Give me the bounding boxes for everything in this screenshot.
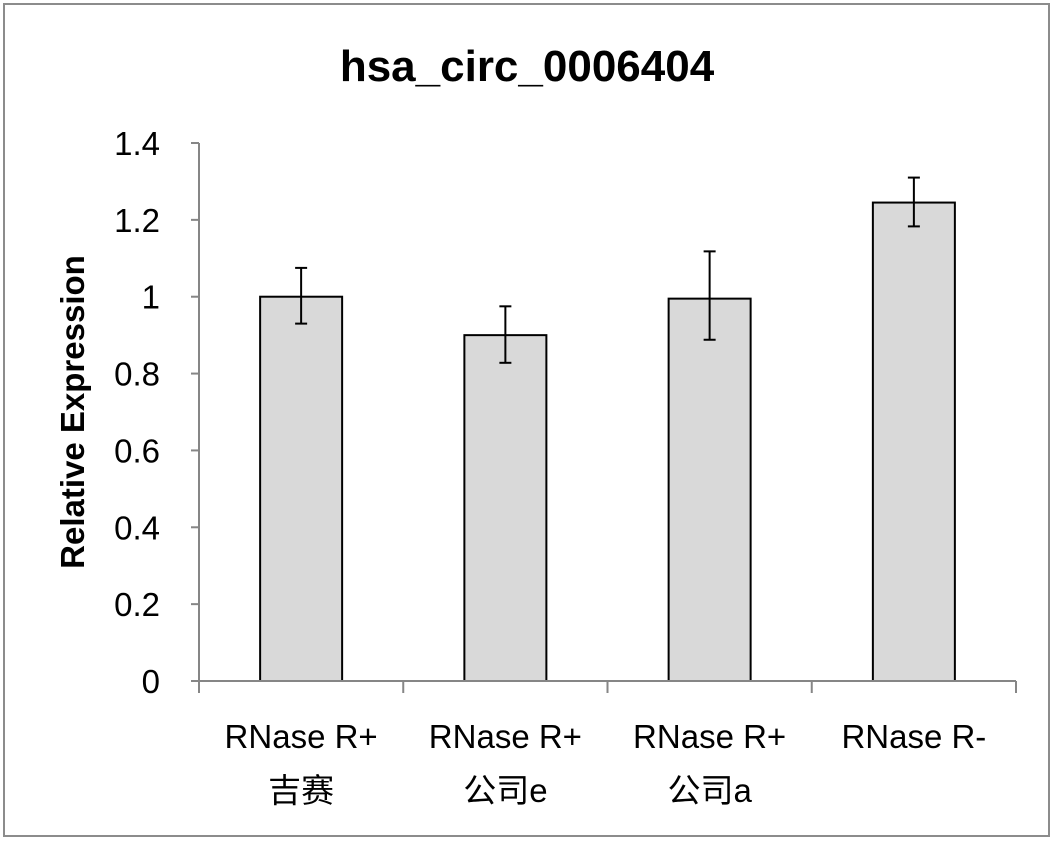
bar xyxy=(463,334,548,682)
y-tick-label: 0.6 xyxy=(114,432,160,469)
bar xyxy=(871,201,956,682)
y-tick-label: 0.8 xyxy=(114,356,160,393)
axes xyxy=(198,143,1017,693)
y-tick-label: 0 xyxy=(142,663,160,700)
y-tick-label: 1.4 xyxy=(114,125,160,162)
y-axis-label: Relative Expression xyxy=(54,255,91,569)
error-bars xyxy=(295,176,920,364)
y-tick-label: 1.2 xyxy=(114,202,160,239)
x-category-label: RNase R- xyxy=(841,718,986,755)
y-tick-label: 1 xyxy=(142,279,160,316)
x-axis-labels: RNase R+ 吉赛 RNase R+ 公司e RNase R+ 公司a RNase R- xyxy=(225,718,987,809)
x-category-label: RNase R+ xyxy=(633,718,786,755)
y-tick-label: 0.4 xyxy=(114,509,160,546)
x-category-label: RNase R+ xyxy=(429,718,582,755)
bar xyxy=(667,297,752,682)
x-category-label: RNase R+ xyxy=(225,718,378,755)
x-category-label: 公司e xyxy=(463,772,547,809)
bars xyxy=(259,201,956,682)
y-axis-ticks: 0 0.2 0.4 0.6 0.8 1 1.2 1.4 xyxy=(114,125,199,700)
chart-title: hsa_circ_0006404 xyxy=(340,42,715,91)
x-category-label: 吉赛 xyxy=(268,772,334,809)
bar xyxy=(259,295,344,682)
y-tick-label: 0.2 xyxy=(114,586,160,623)
x-category-label: 公司a xyxy=(667,772,752,809)
